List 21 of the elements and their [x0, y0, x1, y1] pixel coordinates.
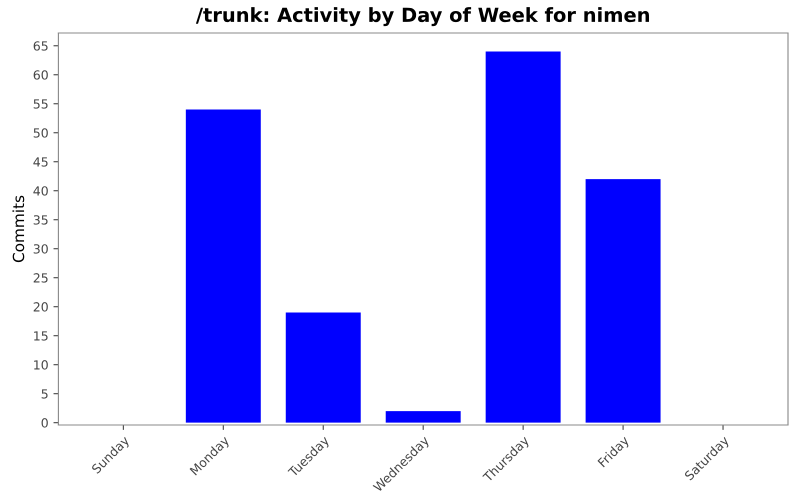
bar	[186, 110, 261, 423]
bar	[386, 411, 461, 423]
bar	[486, 52, 561, 423]
y-tick-label: 25	[34, 273, 48, 283]
y-tick-label: 65	[34, 41, 48, 51]
y-tick-label: 55	[34, 99, 48, 109]
y-tick-label: 50	[34, 128, 48, 138]
y-axis-title: Commits	[12, 196, 24, 262]
y-tick-label: 20	[34, 302, 48, 312]
y-tick-label: 5	[42, 389, 48, 399]
y-tick-label: 60	[34, 70, 48, 80]
y-tick-label: 35	[34, 215, 48, 225]
y-tick-label: 40	[33, 186, 48, 196]
y-tick-label: 15	[34, 331, 48, 341]
y-tick-label: 10	[34, 360, 48, 370]
y-tick-label: 30	[34, 244, 48, 254]
bar	[286, 312, 361, 423]
bar	[586, 179, 661, 423]
chart-title: /trunk: Activity by Day of Week for nimen	[196, 7, 649, 26]
y-tick-label: 0	[42, 418, 48, 428]
y-tick-label: 45	[33, 157, 48, 167]
